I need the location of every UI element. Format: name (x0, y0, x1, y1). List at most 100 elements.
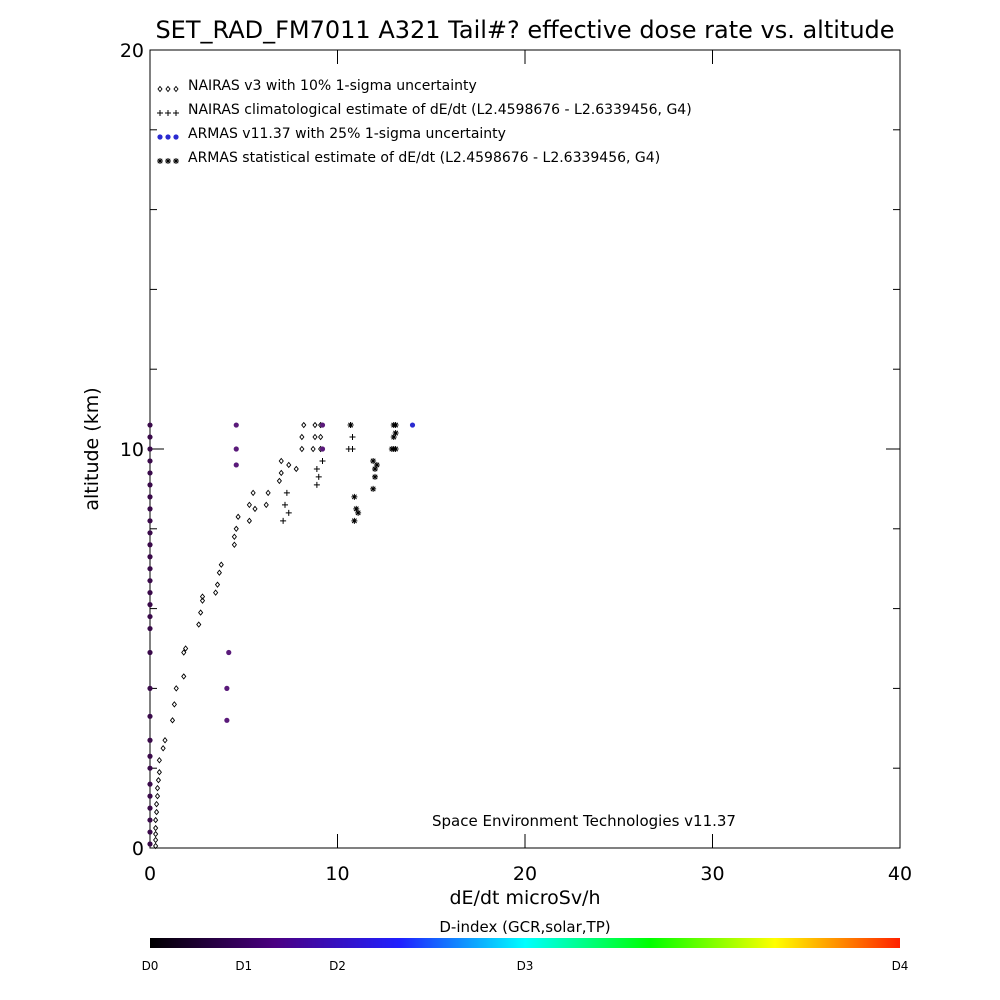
y-tick-label: 0 (132, 838, 144, 860)
y-tick-label: 10 (120, 439, 144, 461)
nairas-diamond-point (312, 421, 318, 429)
nairas-diamond-point (278, 469, 284, 477)
nairas-diamond-point (171, 701, 177, 708)
armas-asterisk-point (173, 158, 179, 164)
armas-dot-point (147, 841, 153, 847)
armas-asterisk-point (372, 473, 378, 480)
legend-label: ARMAS statistical estimate of dE/dt (L2.… (188, 150, 660, 166)
armas-asterisk-point (370, 457, 377, 464)
x-tick-label: 20 (513, 863, 537, 885)
armas-dot-point (147, 542, 153, 548)
armas-asterisk-point (392, 446, 399, 452)
nairas-diamond-point (233, 525, 239, 533)
series-dot (147, 422, 416, 847)
legend-label: NAIRAS climatological estimate of dE/dt … (188, 102, 692, 118)
armas-dot-point (147, 685, 153, 692)
armas-dot-point (233, 422, 239, 428)
colorbar-tick-label: D1 (235, 959, 252, 973)
colorbar (150, 938, 900, 948)
nairas-diamond-point (154, 792, 161, 800)
credit-annotation: Space Environment Technologies v11.37 (432, 812, 736, 830)
nairas-diamond-point (246, 501, 252, 509)
armas-dot-point (147, 458, 153, 464)
armas-dot-point (147, 625, 153, 632)
nairas-diamond-point (299, 445, 305, 453)
colorbar-tick-label: D0 (142, 959, 159, 973)
nairas-diamond-point (153, 842, 159, 850)
x-tick-label: 40 (888, 863, 912, 885)
nairas-diamond-point (213, 589, 219, 596)
armas-dot-point (147, 590, 153, 596)
nairas-plus-point (319, 457, 326, 464)
nairas-plus-point (315, 473, 322, 480)
nairas-diamond-point (214, 581, 221, 588)
nairas-diamond-point (153, 816, 159, 824)
armas-asterisk-point (392, 430, 399, 437)
nairas-diamond-point (160, 745, 166, 752)
armas-asterisk-point (347, 422, 354, 429)
nairas-diamond-point (173, 85, 179, 93)
x-tick-label: 10 (325, 863, 349, 885)
armas-asterisk-point (372, 465, 378, 472)
nairas-diamond-point (165, 85, 171, 93)
x-tick-label: 0 (144, 863, 156, 885)
y-axis-label: altitude (km) (81, 387, 103, 510)
y-tick-label: 20 (120, 40, 144, 62)
series-diamond (153, 421, 324, 850)
nairas-diamond-point (157, 85, 163, 93)
nairas-diamond-point (199, 593, 206, 600)
nairas-plus-point (282, 501, 288, 508)
armas-asterisk-point (392, 422, 399, 429)
nairas-diamond-point (246, 517, 252, 525)
nairas-diamond-point (181, 649, 187, 656)
nairas-diamond-point (250, 489, 256, 497)
armas-dot-point (147, 649, 153, 656)
armas-asterisk-point (165, 158, 171, 164)
nairas-diamond-point (263, 501, 269, 509)
nairas-diamond-point (196, 621, 202, 628)
armas-asterisk-point (370, 485, 377, 492)
armas-dot-point (147, 829, 153, 835)
armas-dot-point (147, 781, 153, 787)
armas-dot-point (157, 134, 163, 140)
nairas-diamond-point (301, 421, 307, 429)
armas-dot-point (165, 134, 171, 140)
armas-asterisk-point (355, 509, 362, 516)
armas-dot-point (233, 446, 239, 452)
nairas-plus-point (280, 517, 287, 524)
colorbar-title: D-index (GCR,solar,TP) (439, 918, 610, 936)
nairas-diamond-point (169, 717, 176, 724)
armas-asterisk-point (351, 517, 358, 524)
armas-dot-point (224, 685, 230, 692)
nairas-diamond-point (153, 824, 159, 832)
nairas-diamond-point (155, 776, 162, 784)
colorbar-tick-label: D2 (329, 959, 346, 973)
nairas-diamond-point (231, 533, 237, 541)
nairas-diamond-point (318, 433, 324, 441)
armas-dot-point (147, 805, 153, 811)
series-plus (280, 422, 356, 524)
armas-dot-point (147, 494, 153, 500)
armas-dot-point (147, 817, 153, 823)
armas-dot-point (224, 717, 230, 723)
armas-dot-point (147, 530, 153, 536)
nairas-diamond-point (153, 830, 159, 838)
armas-dot-point (173, 134, 179, 140)
nairas-plus-point (349, 434, 356, 441)
x-axis-label: dE/dt microSv/h (449, 887, 600, 909)
nairas-diamond-point (183, 645, 189, 652)
nairas-diamond-point (293, 465, 299, 473)
nairas-plus-point (313, 465, 320, 472)
colorbar-tick-label: D4 (892, 959, 909, 973)
nairas-diamond-point (231, 541, 237, 548)
data-points (147, 421, 416, 850)
nairas-diamond-point (252, 505, 258, 513)
nairas-plus-point (283, 489, 290, 496)
nairas-diamond-point (310, 445, 316, 453)
armas-dot-point (147, 793, 153, 799)
nairas-diamond-point (153, 808, 160, 816)
nairas-plus-point (349, 446, 356, 452)
armas-dot-point (147, 506, 153, 512)
legend-label: NAIRAS v3 with 10% 1-sigma uncertainty (188, 78, 477, 94)
